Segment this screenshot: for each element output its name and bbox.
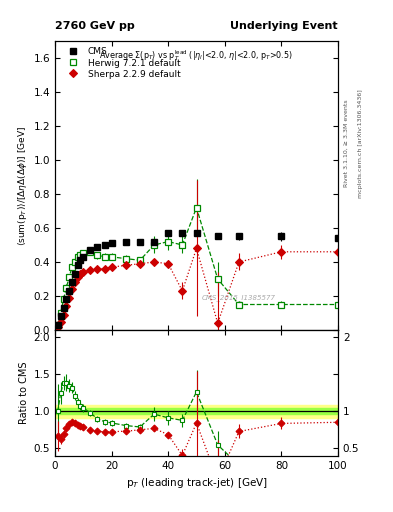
CMS <box>64 296 69 303</box>
Herwig 7.2.1 default <box>109 254 114 260</box>
Sherpa 2.2.9 default <box>81 269 86 275</box>
Herwig 7.2.1 default <box>75 254 80 260</box>
Herwig 7.2.1 default <box>180 242 185 248</box>
Sherpa 2.2.9 default <box>279 249 284 255</box>
CMS <box>123 239 128 245</box>
Sherpa 2.2.9 default <box>70 286 74 292</box>
CMS <box>61 305 66 311</box>
CMS <box>95 244 100 250</box>
Y-axis label: $\langle$sum(p$_T$)$\rangle$/$[\Delta\eta\Delta(\Delta\phi)]$ [GeV]: $\langle$sum(p$_T$)$\rangle$/$[\Delta\et… <box>17 125 29 246</box>
Line: Sherpa 2.2.9 default: Sherpa 2.2.9 default <box>55 246 341 329</box>
Sherpa 2.2.9 default <box>237 259 241 265</box>
CMS <box>78 257 83 263</box>
CMS <box>58 313 63 319</box>
CMS <box>215 233 220 240</box>
CMS <box>72 271 77 277</box>
Text: 2760 GeV pp: 2760 GeV pp <box>55 21 135 31</box>
Sherpa 2.2.9 default <box>123 262 128 268</box>
Sherpa 2.2.9 default <box>64 303 69 309</box>
Sherpa 2.2.9 default <box>72 280 77 286</box>
Herwig 7.2.1 default <box>102 254 107 260</box>
Sherpa 2.2.9 default <box>152 259 156 265</box>
Text: Average $\Sigma$(p$_T$) vs p$_T^{\rm lead}$ ($|\eta_l|$<2.0, $\eta|$<2.0, p$_T$>: Average $\Sigma$(p$_T$) vs p$_T^{\rm lea… <box>99 48 294 63</box>
Herwig 7.2.1 default <box>61 296 66 303</box>
Herwig 7.2.1 default <box>72 259 77 265</box>
Herwig 7.2.1 default <box>166 239 171 245</box>
Sherpa 2.2.9 default <box>138 261 142 267</box>
Herwig 7.2.1 default <box>123 255 128 262</box>
Line: Herwig 7.2.1 default: Herwig 7.2.1 default <box>55 204 341 328</box>
Sherpa 2.2.9 default <box>166 261 171 267</box>
Text: CMS_2015_I1385577: CMS_2015_I1385577 <box>202 294 276 301</box>
CMS <box>138 239 142 245</box>
Sherpa 2.2.9 default <box>102 266 107 272</box>
CMS <box>180 230 185 236</box>
Sherpa 2.2.9 default <box>88 267 93 273</box>
Sherpa 2.2.9 default <box>95 266 100 272</box>
Sherpa 2.2.9 default <box>215 320 220 326</box>
Sherpa 2.2.9 default <box>109 264 114 270</box>
CMS <box>55 322 60 328</box>
Herwig 7.2.1 default <box>279 302 284 308</box>
Sherpa 2.2.9 default <box>61 312 66 318</box>
Y-axis label: Ratio to CMS: Ratio to CMS <box>19 361 29 424</box>
CMS <box>152 239 156 245</box>
Text: Rivet 3.1.10, ≥ 3.3M events: Rivet 3.1.10, ≥ 3.3M events <box>344 99 349 187</box>
Herwig 7.2.1 default <box>138 257 142 263</box>
Herwig 7.2.1 default <box>67 274 72 281</box>
Herwig 7.2.1 default <box>194 204 199 210</box>
CMS <box>81 254 86 260</box>
CMS <box>336 235 340 241</box>
Herwig 7.2.1 default <box>78 252 83 258</box>
Herwig 7.2.1 default <box>152 242 156 248</box>
Herwig 7.2.1 default <box>58 310 63 316</box>
CMS <box>166 230 171 236</box>
Herwig 7.2.1 default <box>215 276 220 282</box>
Herwig 7.2.1 default <box>88 249 93 255</box>
Herwig 7.2.1 default <box>95 252 100 258</box>
Sherpa 2.2.9 default <box>58 318 63 325</box>
Sherpa 2.2.9 default <box>55 324 60 330</box>
CMS <box>194 230 199 236</box>
CMS <box>279 233 284 240</box>
Sherpa 2.2.9 default <box>336 249 340 255</box>
X-axis label: p$_T$ (leading track-jet) [GeV]: p$_T$ (leading track-jet) [GeV] <box>125 476 268 490</box>
CMS <box>88 247 93 253</box>
CMS <box>75 262 80 268</box>
Herwig 7.2.1 default <box>70 264 74 270</box>
Line: CMS: CMS <box>54 229 342 328</box>
CMS <box>102 242 107 248</box>
Herwig 7.2.1 default <box>81 250 86 257</box>
Sherpa 2.2.9 default <box>67 294 72 301</box>
Legend: CMS, Herwig 7.2.1 default, Sherpa 2.2.9 default: CMS, Herwig 7.2.1 default, Sherpa 2.2.9 … <box>59 46 182 80</box>
Herwig 7.2.1 default <box>237 302 241 308</box>
Text: Underlying Event: Underlying Event <box>230 21 338 31</box>
Sherpa 2.2.9 default <box>75 274 80 281</box>
Text: mcplots.cern.ch [arXiv:1306.3436]: mcplots.cern.ch [arXiv:1306.3436] <box>358 89 363 198</box>
CMS <box>237 233 241 240</box>
Herwig 7.2.1 default <box>336 302 340 308</box>
Herwig 7.2.1 default <box>55 322 60 328</box>
Herwig 7.2.1 default <box>64 285 69 291</box>
CMS <box>109 240 114 246</box>
Sherpa 2.2.9 default <box>180 288 185 294</box>
Sherpa 2.2.9 default <box>194 245 199 251</box>
CMS <box>67 288 72 294</box>
CMS <box>70 280 74 286</box>
Sherpa 2.2.9 default <box>78 271 83 277</box>
